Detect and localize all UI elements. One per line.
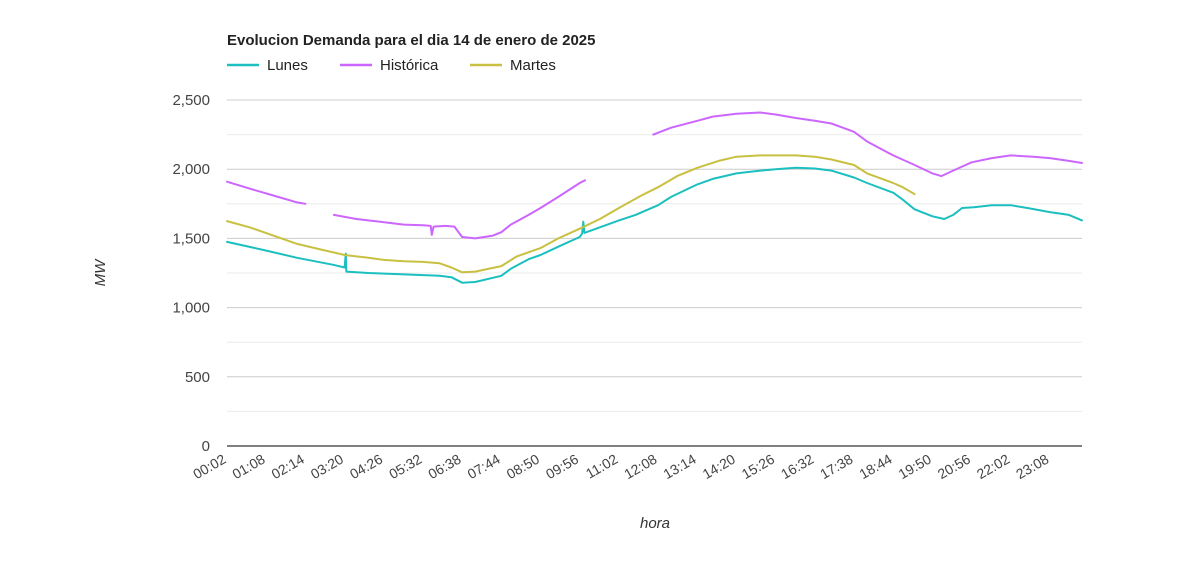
series-line-historica bbox=[652, 111, 1083, 178]
series-line-historica bbox=[226, 180, 307, 205]
x-tick-label: 09:56 bbox=[543, 451, 582, 482]
series-line-martes bbox=[226, 154, 916, 274]
x-tick-label: 03:20 bbox=[308, 451, 347, 482]
x-tick-label: 13:14 bbox=[660, 451, 699, 482]
x-tick-label: 07:44 bbox=[464, 451, 503, 482]
x-tick-label: 15:26 bbox=[739, 451, 778, 482]
x-tick-label: 22:02 bbox=[974, 451, 1013, 482]
x-tick-label: 20:56 bbox=[935, 451, 974, 482]
y-tick-label: 0 bbox=[202, 438, 210, 455]
y-axis-title: MW bbox=[92, 258, 109, 286]
chart-title: Evolucion Demanda para el dia 14 de ener… bbox=[227, 32, 595, 49]
series-line-lunes bbox=[226, 166, 1083, 284]
x-tick-label: 04:26 bbox=[347, 451, 386, 482]
x-tick-label: 08:50 bbox=[504, 451, 543, 482]
x-tick-label: 06:38 bbox=[425, 451, 464, 482]
y-tick-label: 1,000 bbox=[172, 300, 210, 317]
x-tick-label: 19:50 bbox=[896, 451, 935, 482]
x-tick-label: 16:32 bbox=[778, 451, 817, 482]
x-tick-label: 17:38 bbox=[817, 451, 856, 482]
y-tick-label: 2,000 bbox=[172, 161, 210, 178]
y-axis-ticks: 0 500 1,000 1,500 2,000 2,500 bbox=[172, 92, 210, 455]
x-tick-label: 14:20 bbox=[700, 451, 739, 482]
x-tick-label: 02:14 bbox=[269, 451, 308, 482]
legend: Lunes Histórica Martes bbox=[227, 57, 556, 74]
x-tick-label: 12:08 bbox=[621, 451, 660, 482]
x-tick-label: 11:02 bbox=[583, 451, 621, 482]
legend-label-historica: Histórica bbox=[380, 57, 439, 74]
y-tick-label: 500 bbox=[185, 369, 210, 386]
x-axis-title: hora bbox=[640, 515, 670, 532]
x-tick-label: 00:02 bbox=[190, 451, 229, 482]
y-tick-label: 2,500 bbox=[172, 92, 210, 109]
series-line-historica bbox=[332, 179, 586, 240]
x-tick-label: 05:32 bbox=[386, 451, 425, 482]
x-tick-label: 01:08 bbox=[229, 451, 268, 482]
grid bbox=[227, 99, 1082, 412]
x-tick-label: 18:44 bbox=[856, 451, 895, 482]
legend-label-lunes: Lunes bbox=[267, 57, 308, 74]
series-layer bbox=[226, 111, 1083, 284]
y-tick-label: 1,500 bbox=[172, 230, 210, 247]
legend-label-martes: Martes bbox=[510, 57, 556, 74]
x-axis-ticks: 00:02 01:08 02:14 03:20 04:26 05:32 06:38 07:44… bbox=[190, 451, 1051, 482]
x-tick-label: 23:08 bbox=[1013, 451, 1052, 482]
